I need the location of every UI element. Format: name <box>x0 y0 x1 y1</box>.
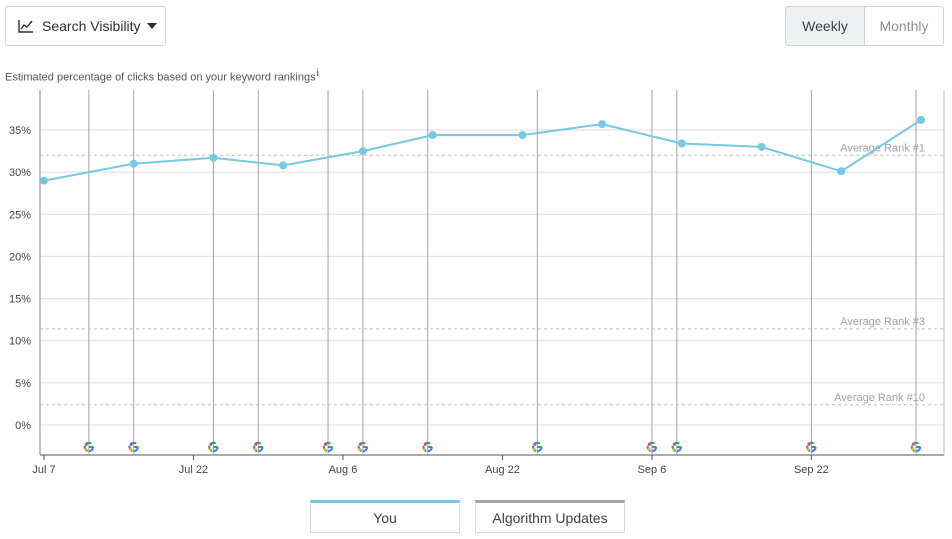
google-icon-red <box>672 443 676 446</box>
legend-you-button[interactable]: You <box>310 500 460 533</box>
data-point <box>917 115 925 124</box>
google-icon-yellow <box>358 447 362 451</box>
google-update-icon <box>910 441 922 453</box>
chart-subtitle-text: Estimated percentage of clicks based on … <box>5 71 316 84</box>
reference-line-label: Average Rank #10 <box>834 392 925 404</box>
line-chart-icon <box>18 20 33 33</box>
monthly-button[interactable]: Monthly <box>864 7 943 45</box>
google-icon-yellow <box>672 447 676 451</box>
google-icon-yellow <box>129 447 132 451</box>
period-toggle: Weekly Monthly <box>785 6 944 46</box>
y-tick-label: 30% <box>9 167 31 179</box>
data-point <box>837 167 846 176</box>
x-tick-label: Sep 22 <box>794 464 829 476</box>
google-update-icon <box>252 441 264 453</box>
data-point <box>279 161 288 170</box>
google-icon-yellow <box>423 447 426 451</box>
metric-select-dropdown[interactable]: Search Visibility <box>5 6 166 46</box>
google-update-icon <box>532 441 543 453</box>
google-icon-yellow <box>647 447 651 451</box>
google-icon-red <box>324 443 327 446</box>
google-update-icon <box>128 441 139 453</box>
google-icon-yellow <box>253 447 257 451</box>
google-icon-red <box>533 443 537 446</box>
google-update-icon <box>422 441 433 453</box>
google-icon-yellow <box>807 447 810 451</box>
google-icon-red <box>254 443 258 446</box>
data-point <box>428 131 437 140</box>
data-point <box>757 142 766 151</box>
data-point <box>209 153 218 162</box>
x-tick-label: Sep 6 <box>638 464 667 476</box>
legend-algorithm-updates-button[interactable]: Algorithm Updates <box>475 500 625 533</box>
google-update-icon <box>83 441 95 453</box>
data-point <box>40 176 48 185</box>
chevron-down-icon <box>147 23 157 29</box>
data-point <box>677 139 686 148</box>
google-icon-red <box>359 443 362 446</box>
data-point <box>598 120 607 129</box>
google-icon-red <box>423 443 427 446</box>
google-icon-red <box>648 443 651 446</box>
google-icon-yellow <box>209 447 212 451</box>
google-icon-yellow <box>533 447 536 451</box>
y-tick-label: 15% <box>9 294 31 306</box>
x-tick-label: Aug 22 <box>485 464 520 476</box>
data-point <box>518 131 527 140</box>
google-update-icon <box>322 441 334 453</box>
reference-line-label: Average Rank #3 <box>840 316 925 328</box>
x-tick-label: Jul 7 <box>32 464 55 476</box>
google-update-icon <box>646 441 658 453</box>
data-point <box>129 159 138 168</box>
google-update-icon <box>671 441 683 453</box>
search-visibility-chart: 0% 5% 10% 15% 20% 25% 30% 35% Average Rank #1 Ave… <box>9 90 945 476</box>
x-tick-label: Aug 6 <box>329 464 358 476</box>
google-icon-red <box>807 443 811 446</box>
metric-select-label: Search Visibility <box>42 18 141 34</box>
data-point <box>358 147 367 156</box>
google-icon-red <box>912 443 915 446</box>
series-line-you <box>43 119 922 182</box>
chart-subtitle: Estimated percentage of clicks based on … <box>5 68 319 84</box>
y-tick-label: 25% <box>9 209 31 221</box>
y-tick-label: 10% <box>9 336 31 348</box>
reference-line-label: Average Rank #1 <box>840 142 925 154</box>
y-tick-label: 35% <box>9 125 31 137</box>
google-icon-red <box>84 443 88 446</box>
google-update-icon <box>806 441 817 453</box>
google-icon-yellow <box>323 447 327 451</box>
google-icon-yellow <box>84 447 88 451</box>
y-tick-label: 20% <box>9 251 31 263</box>
google-update-icon <box>208 441 219 453</box>
google-icon-red <box>129 443 133 446</box>
y-tick-label: 0% <box>15 420 31 432</box>
google-icon-yellow <box>911 447 915 451</box>
info-icon[interactable]: i <box>316 68 319 79</box>
google-icon-red <box>209 443 213 446</box>
x-tick-label: Jul 22 <box>179 464 208 476</box>
y-tick-label: 5% <box>15 378 31 390</box>
google-update-icon <box>357 441 369 453</box>
weekly-button[interactable]: Weekly <box>786 7 864 45</box>
